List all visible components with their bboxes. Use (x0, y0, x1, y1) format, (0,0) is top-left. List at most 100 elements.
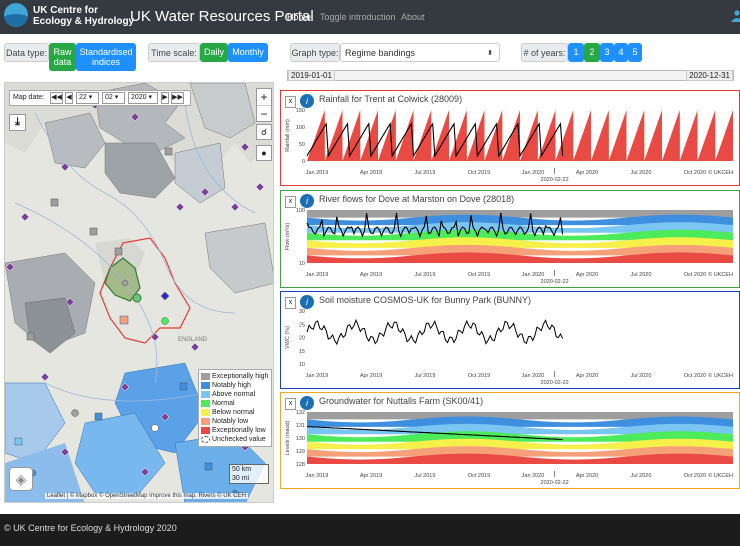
x-tick-label: Oct 2019 (468, 272, 490, 278)
range-end[interactable]: 2020-12-31 (686, 70, 733, 81)
rainfall-chart: Rainfall (mm) 150 100 50 0 Jan 2019 Apr 2019 Ju… (280, 90, 740, 186)
map-scale: 50 km 30 mi (229, 464, 269, 484)
navbar: UK Centre for Ecology & Hydrology UK Wate… (0, 0, 740, 34)
legend-swatch (201, 390, 210, 398)
nav-about[interactable]: About (401, 12, 425, 22)
logo-text[interactable]: UK Centre for Ecology & Hydrology (33, 5, 134, 27)
next-icon[interactable]: ▶ (161, 92, 169, 104)
legend-swatch (201, 426, 210, 434)
x-tick-label: Apr 2020 (576, 373, 598, 379)
info-icon[interactable]: i (300, 396, 314, 410)
x-tick-label: Jul 2019 (415, 170, 436, 176)
x-tick-label: Jul 2019 (415, 373, 436, 379)
y-tick-label: 150 (296, 108, 305, 114)
years-1-button[interactable]: 1 (568, 43, 584, 62)
legend-label: Normal (212, 400, 235, 407)
y-tick-label: 100 (296, 208, 305, 214)
monthly-button[interactable]: Monthly (228, 43, 268, 62)
map-attribution[interactable]: Leaflet | © Mapbox © OpenStreetMap Impro… (45, 493, 248, 499)
date-marker-label: 2020-02-22 (541, 380, 569, 386)
prev-icon[interactable]: ◀ (65, 92, 73, 104)
series-line[interactable] (306, 318, 564, 346)
nav-toggle-introduction[interactable]: Toggle introduction (320, 12, 396, 22)
close-chart-button[interactable]: x (285, 297, 296, 309)
y-tick-label: 131 (296, 423, 305, 429)
info-icon[interactable]: i (300, 295, 314, 309)
raw-data-button[interactable]: Raw data (49, 43, 76, 71)
month-select[interactable]: 02 ▾ (102, 92, 125, 104)
x-tick-label: Oct 2019 (468, 373, 490, 379)
map[interactable]: ENGLAND Map date: ◀◀ ◀ 22 ▾ 02 ▾ 2020 ▾ … (4, 82, 274, 503)
years-3-button[interactable]: 3 (600, 43, 614, 62)
x-tick-label: Apr 2019 (360, 373, 382, 379)
series-line[interactable] (306, 212, 564, 239)
legend-item: Notably high (201, 381, 269, 390)
legend-swatch (201, 372, 210, 380)
legend-label: Exceptionally high (212, 373, 269, 380)
layers-icon[interactable]: ◈ (9, 467, 33, 491)
x-tick-label: Jan 2020 (522, 473, 545, 479)
map-legend: Exceptionally high Notably high Above norm… (198, 369, 272, 447)
day-select[interactable]: 22 ▾ (76, 92, 99, 104)
y-tick-label: 129 (296, 449, 305, 455)
daily-button[interactable]: Daily (200, 43, 228, 62)
x-tick-label: Apr 2019 (360, 473, 382, 479)
zoom-out-icon[interactable]: − (260, 107, 268, 121)
series-line[interactable] (306, 122, 564, 158)
close-chart-button[interactable]: x (285, 398, 296, 410)
y-tick-label: 15 (299, 349, 305, 355)
search-icon[interactable]: ☌ (256, 124, 272, 140)
brand-title[interactable]: UK Water Resources Portal (130, 8, 314, 25)
map-date-label: Map date: (13, 94, 45, 101)
fast-forward-icon[interactable]: ▶▶ (171, 92, 184, 104)
graph-type-value: Regime bandings (345, 48, 416, 58)
x-tick-label: Apr 2019 (360, 272, 382, 278)
rewind-icon[interactable]: ◀◀ (50, 92, 63, 104)
series-line[interactable] (306, 426, 563, 441)
download-icon[interactable]: ⤓ (9, 114, 26, 131)
standardised-indices-button[interactable]: Standardised indices (76, 43, 136, 71)
x-tick-label: Oct 2019 (468, 473, 490, 479)
y-tick-label: 0 (302, 159, 305, 165)
nav-home[interactable]: Home (287, 12, 312, 22)
legend-item: Below normal (201, 408, 269, 417)
x-tick-label: Jan 2019 (306, 373, 329, 379)
ukceh-logo-icon[interactable] (4, 3, 28, 27)
info-icon[interactable]: i (300, 194, 314, 208)
y-tick-label: 100 (296, 125, 305, 131)
info-icon[interactable]: i (300, 94, 314, 108)
close-chart-button[interactable]: x (285, 196, 296, 208)
legend-item: Exceptionally low (201, 426, 269, 435)
graph-type-select[interactable]: Regime bandings ⬍ (340, 43, 500, 62)
user-icon[interactable] (731, 10, 740, 22)
date-range-slider[interactable]: 2019-01-01 2020-12-31 (287, 70, 734, 81)
y-axis-label: VWC (%) (285, 326, 291, 349)
y-tick-label: 25 (299, 322, 305, 328)
x-tick-label: Jan 2019 (306, 473, 329, 479)
map-place-label: ENGLAND (178, 337, 208, 343)
chart-title: Rainfall for Trent at Colwick (28009) (319, 94, 463, 104)
legend-label: Below normal (212, 409, 255, 416)
zoom-in-icon[interactable]: + (257, 89, 271, 106)
years-2-button[interactable]: 2 (584, 43, 600, 62)
location-pin-icon[interactable]: ● (256, 145, 272, 161)
range-start[interactable]: 2019-01-01 (288, 70, 335, 81)
legend-swatch (201, 381, 210, 389)
legend-item: Above normal (201, 390, 269, 399)
logo-line1: UK Centre for (33, 5, 99, 16)
legend-label: Unchecked value (212, 436, 266, 443)
year-select[interactable]: 2020 ▾ (128, 92, 158, 104)
legend-swatch (201, 408, 210, 416)
logo-line2: Ecology & Hydrology (33, 16, 135, 27)
years-5-button[interactable]: 5 (628, 43, 642, 62)
graph-type-label: Graph type: (290, 43, 340, 62)
years-4-button[interactable]: 4 (614, 43, 628, 62)
footer: © UK Centre for Ecology & Hydrology 2020 (0, 514, 740, 546)
legend-swatch (201, 417, 210, 425)
close-chart-button[interactable]: x (285, 96, 296, 108)
date-marker-label: 2020-02-22 (541, 480, 569, 486)
